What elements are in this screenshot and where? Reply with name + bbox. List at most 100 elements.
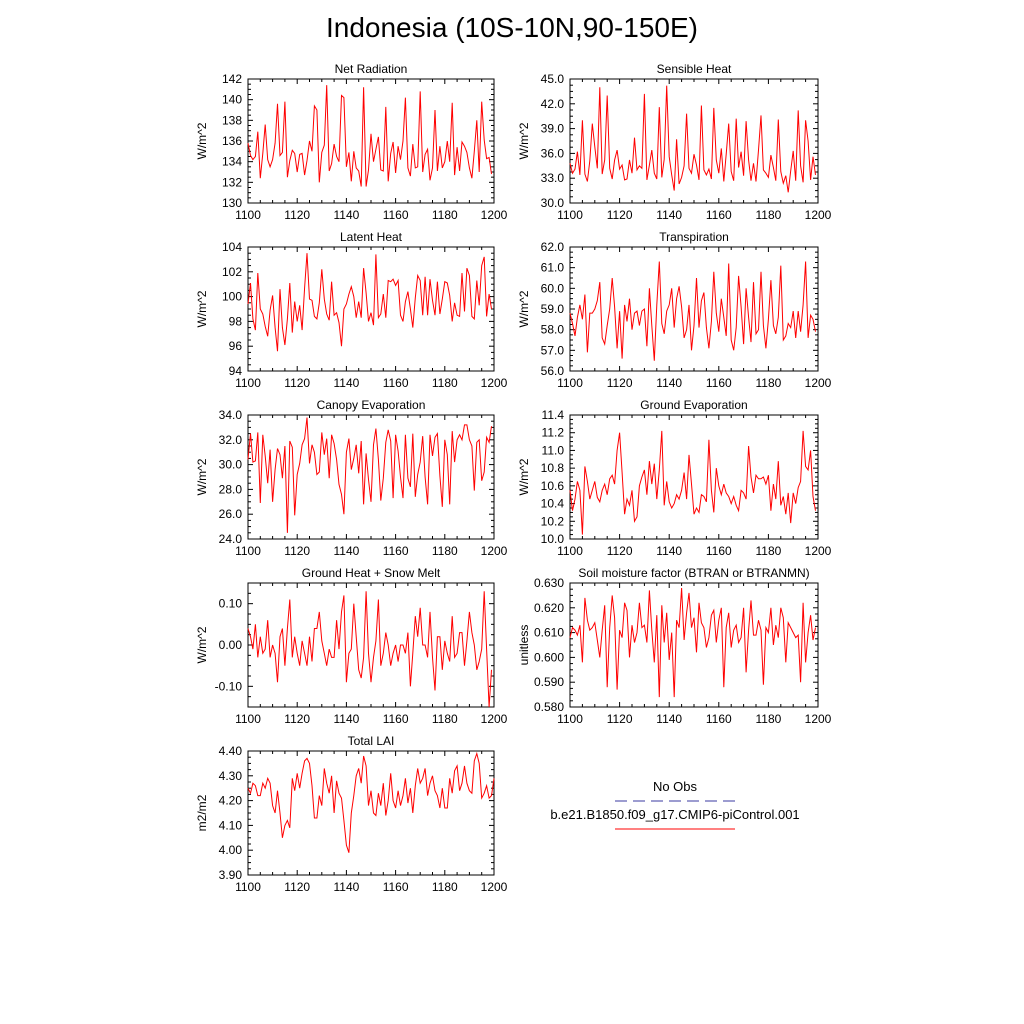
panel-canopy-evaporation-ytick-label: 34.0 xyxy=(219,408,243,422)
panel-soil-moisture-factor-btran-or-btranmn-ytick-label: 0.610 xyxy=(534,626,564,640)
panel-ground-heat-snow-melt-xtick-label: 1140 xyxy=(333,712,359,726)
panel-ground-evaporation-ytick-label: 10.8 xyxy=(541,461,565,475)
panel-soil-moisture-factor-btran-or-btranmn-xtick-label: 1100 xyxy=(557,712,583,726)
panel-sensible-heat-xtick-label: 1180 xyxy=(755,208,781,222)
panel-transpiration-xtick-label: 1140 xyxy=(656,376,682,390)
panel-sensible-heat: Sensible Heat W/m^2 1100 1120 1140 1160 1180 12… xyxy=(517,62,832,222)
panel-ground-evaporation-ytick-label: 10.0 xyxy=(541,532,565,546)
panel-soil-moisture-factor-btran-or-btranmn-ytick-label: 0.580 xyxy=(534,700,564,714)
panel-net-radiation: Net Radiation W/m^2 1100 1120 1140 1160 1180 12… xyxy=(195,62,508,222)
panel-transpiration-ytick-label: 56.0 xyxy=(541,364,565,378)
panel-latent-heat-ytick-label: 100 xyxy=(222,290,242,304)
panel-total-lai-xtick-label: 1100 xyxy=(235,880,261,894)
panel-transpiration-xtick-label: 1180 xyxy=(755,376,781,390)
panel-ground-evaporation-xtick-label: 1200 xyxy=(805,544,832,558)
panel-canopy-evaporation-xtick-label: 1120 xyxy=(284,544,310,558)
panel-sensible-heat-ytick-label: 39.0 xyxy=(541,122,565,136)
panel-canopy-evaporation-ytick-label: 26.0 xyxy=(219,507,243,521)
panel-total-lai-xtick-label: 1140 xyxy=(333,880,359,894)
panel-total-lai-ytick-label: 4.20 xyxy=(219,794,243,808)
panel-soil-moisture-factor-btran-or-btranmn-xtick-label: 1140 xyxy=(656,712,682,726)
panel-canopy-evaporation-frame xyxy=(247,414,495,540)
panel-ground-evaporation-ytick-label: 11.0 xyxy=(542,443,565,457)
panel-ground-heat-snow-melt-xtick-label: 1200 xyxy=(481,712,508,726)
panel-ground-heat-snow-melt-frame xyxy=(247,582,495,708)
panel-ground-evaporation-ytick-label: 10.4 xyxy=(541,497,565,511)
panel-ground-evaporation-xtick-label: 1160 xyxy=(706,544,732,558)
panel-ground-evaporation-xtick-label: 1120 xyxy=(607,544,633,558)
panel-sensible-heat-ytick-label: 33.0 xyxy=(541,171,565,185)
panel-soil-moisture-factor-btran-or-btranmn-ytick-label: 0.620 xyxy=(534,601,564,615)
panel-transpiration-ylabel: W/m^2 xyxy=(517,290,531,327)
panel-latent-heat: Latent Heat W/m^2 1100 1120 1140 1160 1180 1200… xyxy=(195,230,508,390)
panel-ground-heat-snow-melt-ytick-label: 0.10 xyxy=(219,597,243,611)
panel-sensible-heat-ytick-label: 42.0 xyxy=(541,97,565,111)
panel-ground-heat-snow-melt-series-line xyxy=(247,591,492,708)
panel-soil-moisture-factor-btran-or-btranmn-series-line xyxy=(569,587,816,698)
panel-transpiration-ytick-label: 59.0 xyxy=(541,302,565,316)
panel-latent-heat-ytick-label: 102 xyxy=(222,265,242,279)
panel-ground-heat-snow-melt: Ground Heat + Snow Melt W/m^2 1100 1120 1140… xyxy=(195,566,508,726)
panel-soil-moisture-factor-btran-or-btranmn-ylabel: unitless xyxy=(517,625,531,666)
panel-latent-heat-xtick-label: 1120 xyxy=(284,376,310,390)
panel-transpiration-series-line xyxy=(569,261,816,361)
panel-sensible-heat-ylabel: W/m^2 xyxy=(517,122,531,159)
panel-net-radiation-xtick-label: 1160 xyxy=(383,208,409,222)
panel-net-radiation-xtick-label: 1200 xyxy=(481,208,508,222)
panel-net-radiation-ytick-label: 140 xyxy=(222,93,242,107)
panel-sensible-heat-xtick-label: 1140 xyxy=(656,208,682,222)
panel-ground-heat-snow-melt-xtick-label: 1120 xyxy=(284,712,310,726)
panel-latent-heat-ylabel: W/m^2 xyxy=(195,290,209,327)
panel-transpiration-xtick-label: 1120 xyxy=(607,376,633,390)
panel-transpiration-title: Transpiration xyxy=(659,230,729,244)
panel-latent-heat-xtick-label: 1180 xyxy=(432,376,458,390)
panel-ground-evaporation-ytick-label: 11.2 xyxy=(542,426,565,440)
panel-transpiration-ytick-label: 58.0 xyxy=(541,323,565,337)
panel-ground-heat-snow-melt-title: Ground Heat + Snow Melt xyxy=(302,566,441,580)
panel-canopy-evaporation-ytick-label: 28.0 xyxy=(219,482,243,496)
panel-net-radiation-xtick-label: 1100 xyxy=(235,208,261,222)
panel-net-radiation-ytick-label: 130 xyxy=(222,196,242,210)
panel-soil-moisture-factor-btran-or-btranmn: Soil moisture factor (BTRAN or BTRANMN) u… xyxy=(517,566,832,726)
panel-latent-heat-ytick-label: 104 xyxy=(222,240,242,254)
panel-total-lai-xtick-label: 1160 xyxy=(383,880,409,894)
panel-sensible-heat-ytick-label: 45.0 xyxy=(541,72,565,86)
panel-canopy-evaporation-series-line xyxy=(247,417,492,533)
panel-ground-evaporation-ylabel: W/m^2 xyxy=(517,458,531,495)
panel-sensible-heat-ytick-label: 30.0 xyxy=(541,196,565,210)
panel-soil-moisture-factor-btran-or-btranmn-ytick-label: 0.590 xyxy=(534,675,564,689)
panel-soil-moisture-factor-btran-or-btranmn-xtick-label: 1180 xyxy=(755,712,781,726)
panel-sensible-heat-title: Sensible Heat xyxy=(657,62,732,76)
panel-ground-evaporation: Ground Evaporation W/m^2 1100 1120 1140 1160 1… xyxy=(517,398,832,558)
panel-canopy-evaporation-ytick-label: 24.0 xyxy=(219,532,243,546)
panel-net-radiation-xtick-label: 1140 xyxy=(333,208,359,222)
panel-latent-heat-ytick-label: 98 xyxy=(229,314,243,328)
panel-canopy-evaporation-xtick-label: 1200 xyxy=(481,544,508,558)
panel-latent-heat-series-line xyxy=(247,253,492,352)
panel-total-lai: Total LAI m2/m2 1100 1120 1140 1160 1180 1200 3.… xyxy=(195,734,508,894)
panel-ground-evaporation-ytick-label: 10.6 xyxy=(541,479,565,493)
panel-canopy-evaporation-ytick-label: 32.0 xyxy=(219,433,243,447)
panel-soil-moisture-factor-btran-or-btranmn-ytick-label: 0.600 xyxy=(534,650,564,664)
panel-net-radiation-series-line xyxy=(247,85,492,187)
panel-net-radiation-ytick-label: 132 xyxy=(222,175,242,189)
panel-ground-evaporation-title: Ground Evaporation xyxy=(640,398,747,412)
panel-sensible-heat-ytick-label: 36.0 xyxy=(541,146,565,160)
panel-ground-heat-snow-melt-ytick-label: -0.10 xyxy=(215,679,243,693)
panel-canopy-evaporation-title: Canopy Evaporation xyxy=(317,398,426,412)
panel-total-lai-xtick-label: 1120 xyxy=(284,880,310,894)
panel-transpiration-ytick-label: 62.0 xyxy=(541,240,565,254)
panel-latent-heat-frame xyxy=(247,246,495,372)
panel-latent-heat-xtick-label: 1140 xyxy=(333,376,359,390)
panel-ground-evaporation-xtick-label: 1100 xyxy=(557,544,583,558)
panel-latent-heat-xtick-label: 1200 xyxy=(481,376,508,390)
panel-ground-heat-snow-melt-xtick-label: 1100 xyxy=(235,712,261,726)
panel-ground-evaporation-xtick-label: 1180 xyxy=(755,544,781,558)
legend-label-no-obs: No Obs xyxy=(652,779,698,794)
panel-total-lai-series-line xyxy=(247,751,495,853)
panel-net-radiation-ytick-label: 138 xyxy=(222,113,242,127)
panel-transpiration-xtick-label: 1100 xyxy=(557,376,583,390)
panel-net-radiation-ytick-label: 142 xyxy=(222,72,242,86)
panel-total-lai-ytick-label: 4.00 xyxy=(219,843,243,857)
